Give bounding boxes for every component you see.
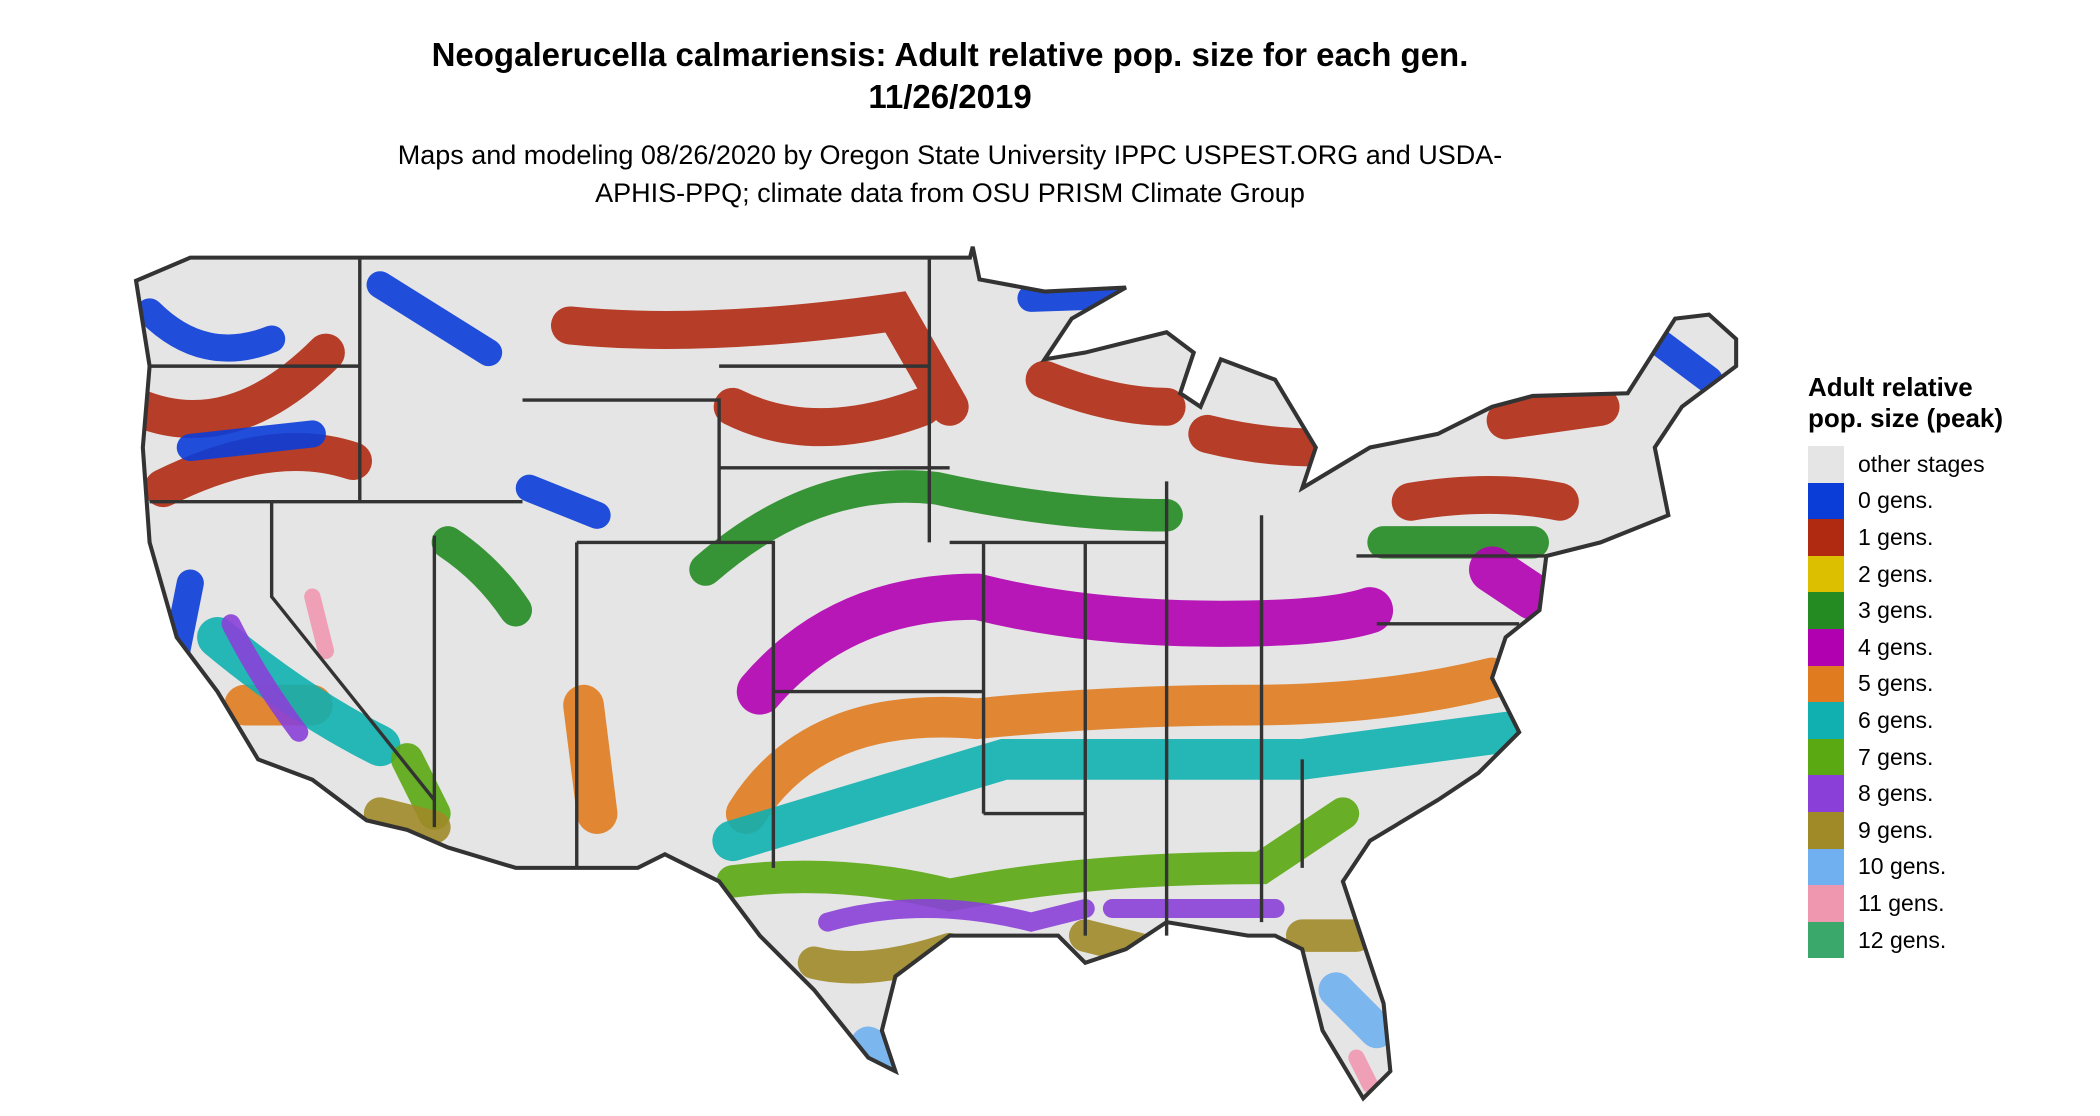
map-regions [136,271,1723,1093]
legend-item: 5 gens. [1808,665,2008,703]
legend-swatch [1808,592,1844,629]
legend-swatch [1808,446,1844,483]
legend-item: 6 gens. [1808,702,2008,739]
map-region [136,291,1620,521]
legend-item: 12 gens. [1808,921,2008,959]
map-region [221,614,1285,932]
legend-item: 0 gens. [1808,482,2008,520]
legend-swatch [1808,702,1844,739]
legend-label: 12 gens. [1858,926,1947,953]
legend-swatch [1808,811,1844,849]
legend-swatch [1808,848,1844,886]
legend-label: 6 gens. [1858,706,1934,733]
legend-item: 1 gens. [1808,519,2008,556]
legend-swatch [1808,519,1844,556]
legend-label: 10 gens. [1858,853,1947,880]
legend-label: 4 gens. [1858,633,1934,660]
legend-item: 10 gens. [1808,848,2008,886]
legend-item: 11 gens. [1808,885,2008,922]
legend-label: 3 gens. [1858,597,1934,624]
legend-label: other stages [1858,450,1985,477]
legend-swatch [1808,738,1844,776]
subtitle: Maps and modeling 08/26/2020 by Oregon S… [397,140,1503,208]
legend-label: 11 gens. [1858,889,1945,916]
map-region [736,546,1556,715]
legend-label: 8 gens. [1858,780,1934,807]
legend-swatch [1808,555,1844,593]
map-region [431,470,1550,627]
legend-label: 1 gens. [1858,523,1934,550]
legend-swatch [1808,775,1844,812]
legend-swatch [1808,482,1844,520]
state-borders [149,257,1547,936]
map-region [850,972,1395,1083]
legend-title: Adult relative pop. size (peak) [1808,372,2004,433]
legend-swatch [1808,921,1844,959]
map-region [390,743,1360,912]
legend-item: other stages [1808,446,2008,483]
legend-label: 7 gens. [1858,743,1934,770]
legend-item: 8 gens. [1808,775,2008,812]
title: Neogalerucella calmariensis: Adult relat… [431,36,1469,115]
legend-swatch [1808,628,1844,666]
legend-label: 5 gens. [1858,670,1934,697]
map-region [304,588,1379,1093]
legend-label: 0 gens. [1858,487,1934,514]
legend-items: other stages 0 gens. 1 gens. 2 gens. 3 gens.… [1808,446,2008,959]
legend: Adult relative pop. size (peak) other st… [1808,372,2008,959]
map-region [136,271,1723,665]
legend-item: 4 gens. [1808,628,2008,666]
legend-swatch [1808,885,1844,922]
map-region [363,797,1373,984]
legend-item: 7 gens. [1808,738,2008,776]
legend-item: 9 gens. [1808,811,2008,849]
legend-item: 3 gens. [1808,592,2008,629]
legend-item: 2 gens. [1808,555,2008,593]
legend-label: 2 gens. [1858,560,1934,587]
legend-label: 9 gens. [1858,816,1934,843]
us-outline [136,246,1737,1099]
legend-swatch [1808,665,1844,703]
